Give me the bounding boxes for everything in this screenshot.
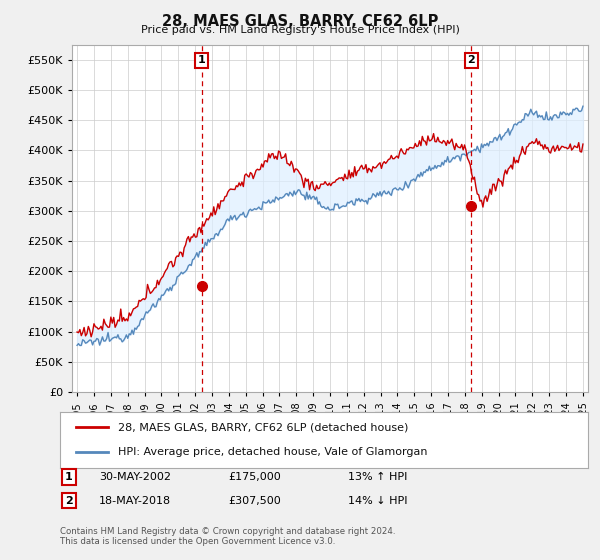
Text: £175,000: £175,000 — [228, 472, 281, 482]
Text: 14% ↓ HPI: 14% ↓ HPI — [348, 496, 407, 506]
Text: £307,500: £307,500 — [228, 496, 281, 506]
Text: Price paid vs. HM Land Registry's House Price Index (HPI): Price paid vs. HM Land Registry's House … — [140, 25, 460, 35]
Text: 1: 1 — [65, 472, 73, 482]
Text: 28, MAES GLAS, BARRY, CF62 6LP: 28, MAES GLAS, BARRY, CF62 6LP — [162, 14, 438, 29]
Text: 2: 2 — [65, 496, 73, 506]
Text: 2: 2 — [467, 55, 475, 66]
Text: 13% ↑ HPI: 13% ↑ HPI — [348, 472, 407, 482]
Text: 1: 1 — [198, 55, 206, 66]
Text: 28, MAES GLAS, BARRY, CF62 6LP (detached house): 28, MAES GLAS, BARRY, CF62 6LP (detached… — [118, 422, 409, 432]
Text: 30-MAY-2002: 30-MAY-2002 — [99, 472, 171, 482]
Text: 18-MAY-2018: 18-MAY-2018 — [99, 496, 171, 506]
Text: Contains HM Land Registry data © Crown copyright and database right 2024.
This d: Contains HM Land Registry data © Crown c… — [60, 526, 395, 546]
Text: HPI: Average price, detached house, Vale of Glamorgan: HPI: Average price, detached house, Vale… — [118, 447, 428, 457]
